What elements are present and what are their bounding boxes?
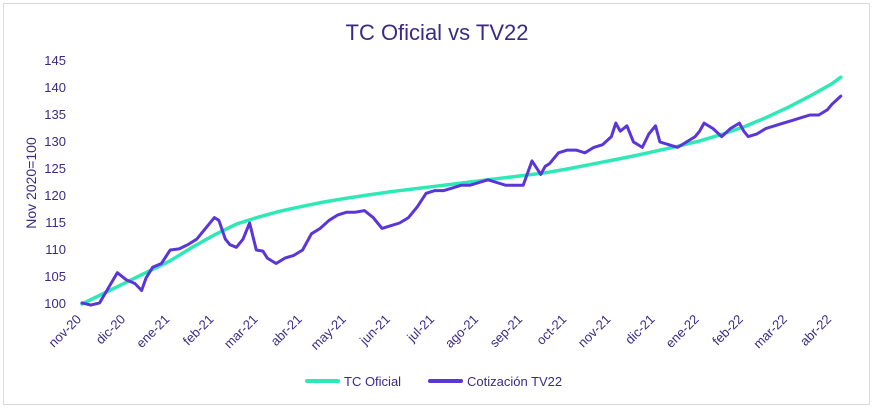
x-tick-label: dic-20 bbox=[93, 312, 129, 348]
x-tick-labels: nov-20 dic-20 ene-21 feb-21 mar-21 abr-21 may-… bbox=[45, 312, 834, 353]
y-tick-label: 135 bbox=[44, 107, 66, 122]
x-tick-label: ago-21 bbox=[442, 312, 481, 351]
legend-label-cotizacion-tv22: Cotización TV22 bbox=[467, 374, 562, 389]
x-tick-label: jun-21 bbox=[356, 312, 393, 349]
x-tick-label: abr-21 bbox=[268, 312, 305, 349]
y-tick-labels: 100 105 110 115 120 125 130 135 140 145 bbox=[44, 53, 66, 311]
x-tick-label: feb-22 bbox=[709, 312, 746, 349]
x-tick-label: feb-21 bbox=[180, 312, 217, 349]
legend-label-tc-oficial: TC Oficial bbox=[344, 374, 401, 389]
x-tick-label: mar-21 bbox=[221, 312, 261, 352]
y-tick-label: 110 bbox=[45, 242, 66, 257]
x-tick-label: nov-20 bbox=[45, 312, 84, 351]
y-tick-label: 125 bbox=[44, 161, 66, 176]
y-tick-label: 105 bbox=[44, 269, 66, 284]
series-line-tc-oficial bbox=[80, 75, 843, 306]
x-tick-label: oct-21 bbox=[533, 312, 569, 348]
x-tick-label: nov-21 bbox=[575, 312, 614, 351]
series-lines bbox=[80, 75, 843, 307]
y-axis-label: Nov 2020=100 bbox=[23, 137, 39, 229]
x-tick-label: dic-21 bbox=[622, 312, 658, 348]
y-tick-label: 140 bbox=[44, 80, 66, 95]
y-tick-label: 130 bbox=[44, 134, 66, 149]
x-tick-label: may-21 bbox=[308, 312, 349, 353]
y-tick-label: 100 bbox=[44, 296, 66, 311]
legend: TC Oficial Cotización TV22 bbox=[305, 374, 562, 389]
y-tick-label: 120 bbox=[44, 188, 66, 203]
series-line-cotizacion-tv22 bbox=[80, 94, 843, 307]
chart-title: TC Oficial vs TV22 bbox=[346, 20, 529, 45]
x-tick-label: sep-21 bbox=[487, 312, 526, 351]
y-tick-label: 115 bbox=[45, 215, 66, 230]
chart-frame bbox=[3, 3, 870, 405]
y-tick-label: 145 bbox=[44, 53, 66, 68]
x-tick-label: mar-22 bbox=[750, 312, 790, 352]
x-tick-label: ene-22 bbox=[663, 312, 702, 351]
x-tick-label: ene-21 bbox=[133, 312, 172, 351]
x-tick-label: abr-22 bbox=[797, 312, 834, 349]
x-tick-label: jul-21 bbox=[403, 312, 437, 346]
